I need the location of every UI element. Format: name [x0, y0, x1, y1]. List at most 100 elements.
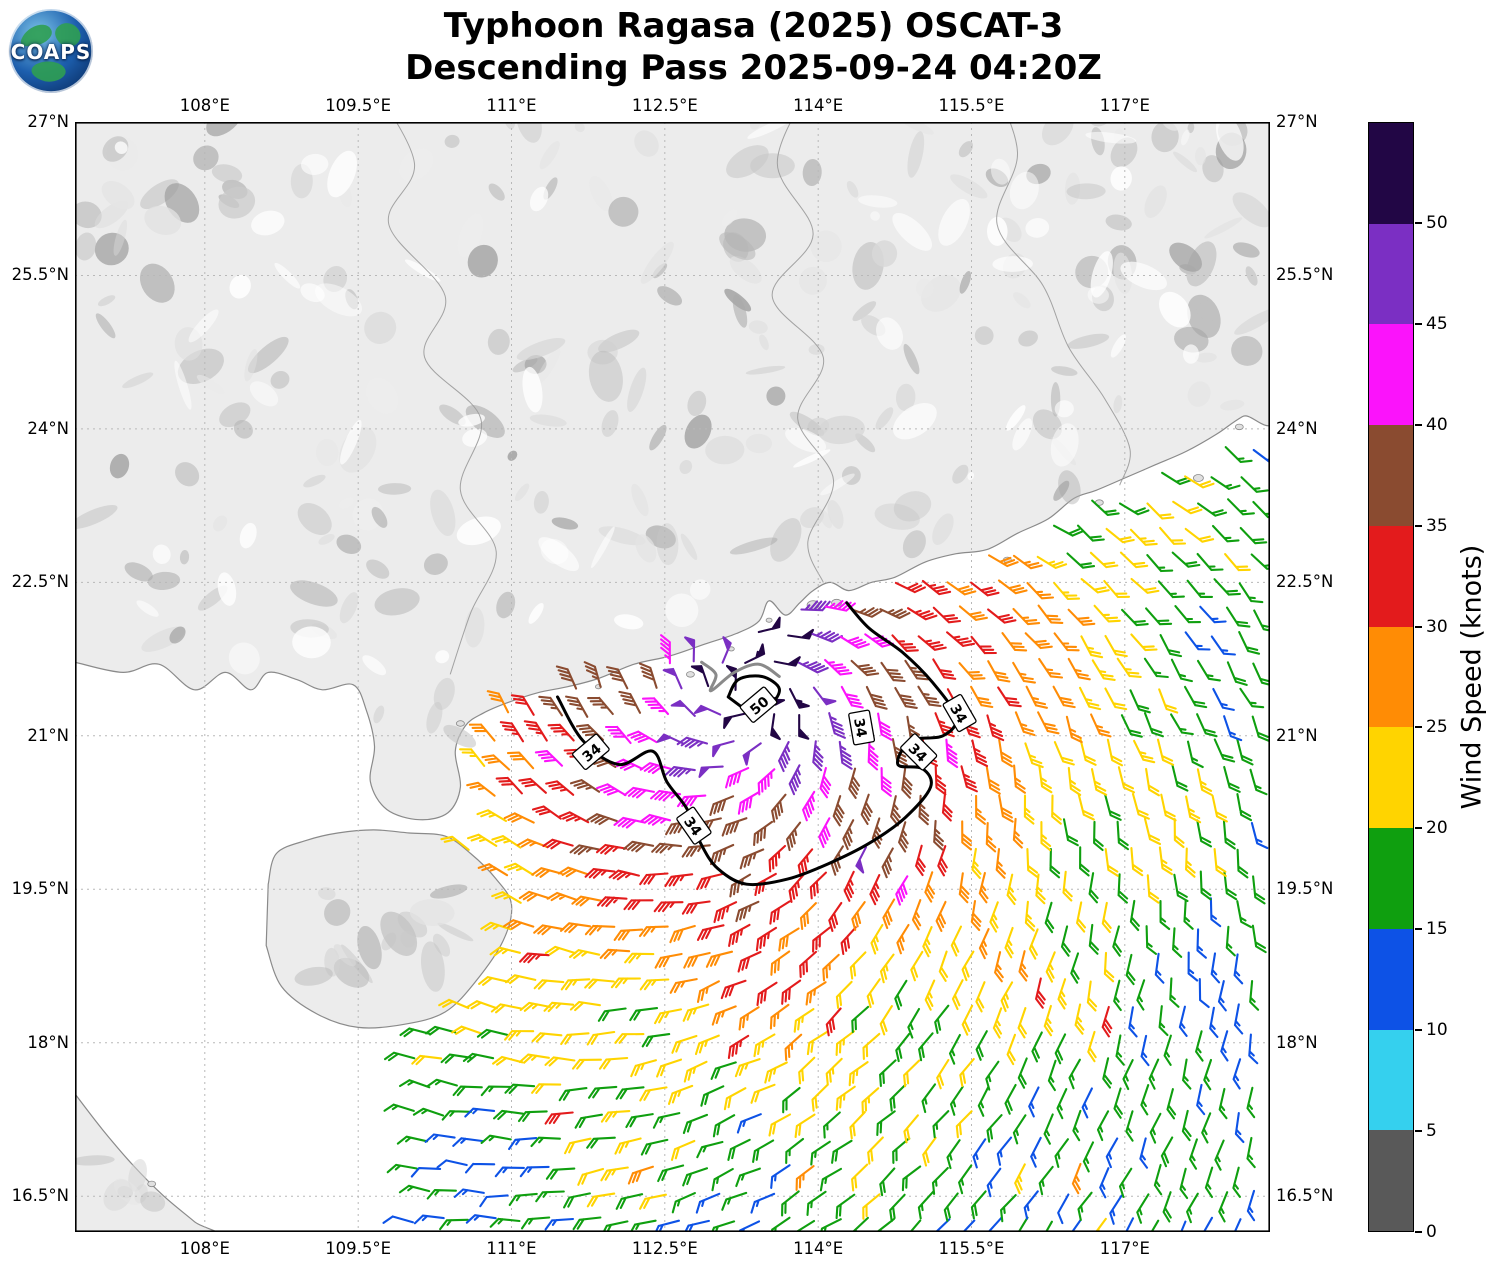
terrain-blob — [614, 614, 644, 630]
wind-barb — [869, 874, 881, 906]
wind-barb — [1053, 741, 1075, 766]
terrain-blob — [458, 413, 485, 427]
wind-barb — [786, 821, 802, 852]
terrain-blob — [680, 533, 698, 561]
wind-barb — [1130, 846, 1144, 877]
wind-barb — [932, 606, 962, 624]
terrain-blob — [294, 966, 333, 986]
wind-barb — [711, 1167, 734, 1192]
wind-barb — [1185, 795, 1202, 824]
terrain-blob — [870, 211, 881, 221]
wind-barb — [1026, 848, 1039, 878]
wind-barb — [504, 1083, 536, 1095]
wind-barb — [523, 720, 548, 742]
wind-barb — [664, 873, 694, 888]
terrain-blob — [188, 309, 219, 343]
terrain-blob — [852, 301, 877, 322]
terrain-blob — [846, 181, 859, 198]
wind-barb — [1249, 979, 1260, 1011]
wind-barb — [932, 658, 957, 680]
wind-barb — [770, 713, 781, 741]
wind-barb — [879, 1005, 893, 1036]
wind-barb — [1012, 661, 1036, 684]
terrain-blob — [974, 326, 994, 345]
wind-barb — [1197, 502, 1228, 517]
wind-barb — [835, 1030, 856, 1056]
wind-barb — [1093, 604, 1121, 623]
terrain-blob — [128, 1159, 147, 1192]
wind-barb — [476, 1028, 509, 1039]
wind-barb — [1018, 950, 1029, 982]
wind-barb — [825, 1057, 843, 1086]
terrain-blob — [488, 183, 505, 201]
wind-barb — [838, 740, 853, 770]
terrain-blob — [770, 518, 802, 562]
wind-barb — [978, 871, 989, 904]
wind-barb — [587, 696, 614, 716]
wind-barb — [1210, 635, 1236, 656]
terrain-blob — [634, 130, 659, 157]
globe-land-3 — [31, 61, 66, 82]
wind-barb — [1067, 766, 1082, 796]
wind-barb — [1066, 552, 1096, 569]
wind-barb — [705, 950, 734, 968]
wind-barb — [788, 874, 805, 903]
wind-barb — [544, 1056, 576, 1067]
wind-barb — [569, 1000, 601, 1012]
wind-barb — [1065, 715, 1083, 744]
wind-barb — [1115, 1034, 1125, 1066]
wind-barb — [996, 1136, 1013, 1166]
wind-barb — [1246, 1086, 1256, 1119]
colorbar-segment — [1369, 324, 1413, 426]
wind-barb — [725, 767, 750, 789]
terrain-blob — [827, 500, 844, 529]
terrain-blob — [211, 164, 243, 183]
wind-barb — [1218, 1191, 1229, 1223]
province-border — [771, 122, 835, 583]
wind-barb — [557, 866, 590, 878]
wind-barb — [918, 1032, 934, 1062]
wind-barb — [1080, 635, 1104, 659]
wind-barb — [1186, 740, 1204, 769]
wind-barb — [622, 840, 655, 853]
wind-barb — [753, 1033, 776, 1058]
wind-barb — [1209, 1006, 1219, 1038]
contour-label-box — [942, 694, 977, 733]
terrain-blob — [433, 677, 455, 710]
wind-barb — [533, 979, 565, 990]
colorbar-tick-label: 35 — [1426, 515, 1448, 536]
wind-barb — [735, 1167, 761, 1188]
wind-barb — [1076, 524, 1105, 542]
wind-barb — [1211, 794, 1228, 823]
wind-barb — [770, 950, 791, 976]
province-border — [387, 122, 497, 675]
wind-barb — [654, 952, 683, 969]
terrain-blob — [206, 122, 244, 137]
wind-barb — [835, 980, 853, 1009]
terrain-blob — [893, 402, 937, 440]
wind-barb — [638, 925, 669, 938]
wind-barb — [970, 581, 1000, 597]
wind-barb — [1234, 1112, 1245, 1144]
wind-barb — [932, 1110, 950, 1139]
wind-barb — [1158, 1005, 1169, 1037]
wind-barb — [508, 1192, 538, 1207]
wind-barb — [564, 1137, 592, 1155]
terrain-blob — [228, 642, 260, 675]
wind-barb — [921, 579, 952, 596]
terrain-blob — [496, 591, 516, 619]
wind-barb — [1172, 500, 1203, 515]
wind-barb — [825, 1007, 842, 1037]
wind-barb — [466, 1000, 498, 1010]
wind-barb — [1148, 1058, 1160, 1090]
terrain-blob — [274, 262, 301, 289]
terrain-blob — [1051, 366, 1078, 376]
terrain-blob — [399, 148, 434, 182]
terrain-blob — [990, 158, 1011, 185]
wind-barb — [476, 809, 508, 823]
wind-barb — [1089, 551, 1119, 569]
wind-barb — [518, 1053, 550, 1064]
wind-barb — [545, 780, 575, 796]
wind-barb — [1183, 899, 1194, 930]
terrain-blob — [1202, 155, 1224, 183]
